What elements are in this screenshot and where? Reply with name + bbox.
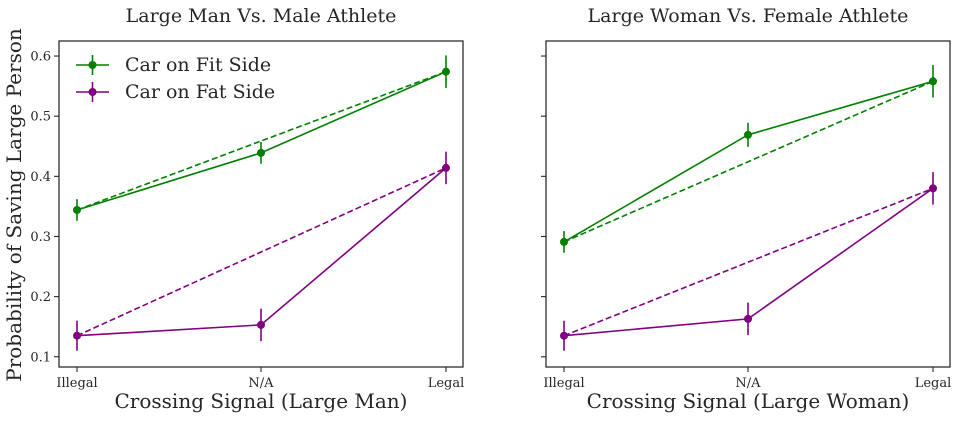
y-ticks-large-man: 0.1 0.2 0.3 0.4 0.5 0.6	[30, 50, 59, 365]
y-axis-label: Probability of Saving Large Person	[2, 28, 26, 382]
y-tick-label: 0.1	[30, 350, 51, 365]
data-point-car-on-fat-side	[73, 331, 81, 340]
legend-label-fit: Car on Fit Side	[125, 54, 271, 76]
y-tick-label: 0.5	[30, 110, 51, 125]
x-axis-label-large-woman: Crossing Signal (Large Woman)	[587, 389, 910, 413]
legend-marker-fit	[88, 61, 97, 69]
data-point-car-on-fit-side	[744, 130, 752, 139]
x-ticks-large-woman: Illegal N/A Legal	[543, 367, 951, 391]
x-tick-label: N/A	[735, 376, 761, 391]
y-tick-label: 0.6	[30, 50, 51, 65]
data-point-car-on-fat-side	[560, 331, 568, 340]
data-point-car-on-fat-side	[744, 314, 752, 323]
marks-large-woman	[560, 65, 937, 351]
data-point-car-on-fat-side	[442, 163, 450, 172]
x-tick-label: Legal	[915, 376, 952, 391]
x-axis-label-large-man: Crossing Signal (Large Man)	[115, 389, 408, 413]
data-point-car-on-fit-side	[257, 148, 265, 157]
y-ticks-large-woman	[541, 55, 546, 358]
dashed-reference-line-car-on-fat-side	[563, 187, 934, 337]
x-tick-label: Illegal	[56, 376, 97, 391]
dashed-reference-line-car-on-fat-side	[76, 167, 447, 337]
x-tick-label: Illegal	[543, 376, 584, 391]
data-point-car-on-fit-side	[73, 206, 81, 215]
x-tick-label: N/A	[248, 376, 274, 391]
legend-marker-fat	[88, 88, 97, 96]
legend: Car on Fit Side Car on Fat Side	[76, 54, 275, 103]
data-point-car-on-fit-side	[560, 237, 568, 246]
dashed-reference-line-car-on-fit-side	[76, 70, 447, 211]
panel-title-large-woman: Large Woman Vs. Female Athlete	[588, 5, 909, 27]
data-point-car-on-fit-side	[442, 67, 450, 76]
y-tick-label: 0.3	[30, 230, 51, 245]
y-tick-label: 0.4	[30, 170, 51, 185]
y-tick-label: 0.2	[30, 290, 51, 305]
panel-large-man: Large Man Vs. Male Athlete 0.10.20.30.40…	[30, 5, 464, 413]
legend-entry-fit: Car on Fit Side	[76, 54, 271, 76]
data-point-car-on-fit-side	[929, 77, 937, 86]
legend-label-fat: Car on Fat Side	[125, 81, 275, 103]
data-point-car-on-fat-side	[929, 184, 937, 193]
dashed-reference-line-car-on-fit-side	[563, 80, 934, 243]
panel-large-woman: Large Woman Vs. Female Athlete Illegal N/…	[541, 5, 951, 413]
panel-title-large-man: Large Man Vs. Male Athlete	[126, 5, 397, 27]
x-tick-label: Legal	[428, 376, 465, 391]
marks-large-man	[73, 55, 450, 351]
x-ticks-large-man: Illegal N/A Legal	[56, 367, 464, 391]
data-point-car-on-fat-side	[257, 320, 265, 329]
legend-entry-fat: Car on Fat Side	[76, 81, 275, 103]
